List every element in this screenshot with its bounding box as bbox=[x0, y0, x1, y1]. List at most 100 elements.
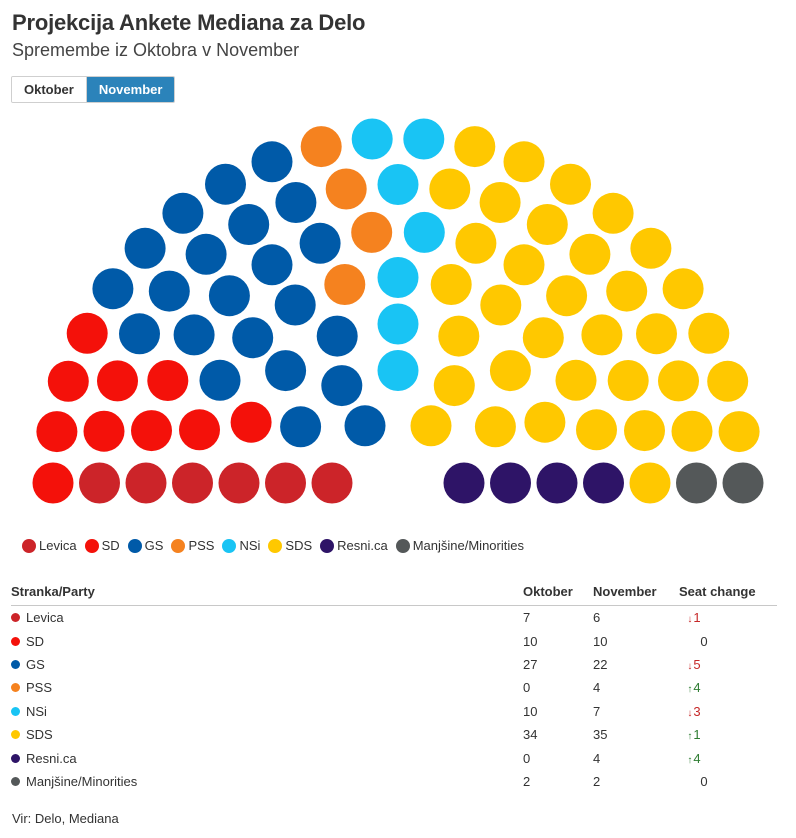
party-name: Levica bbox=[26, 610, 64, 626]
party-cell: NSi bbox=[11, 700, 523, 723]
november-seats: 10 bbox=[593, 633, 608, 649]
party-color-dot bbox=[11, 636, 20, 646]
seat-change: ↓3 bbox=[679, 700, 777, 723]
november-seats: 7 bbox=[593, 703, 601, 719]
legend: Levica SD GS PSS NSi SDS Resni.ca Manjšine/Mino… bbox=[22, 538, 532, 553]
seat-gs bbox=[162, 192, 204, 234]
seat-sds bbox=[522, 317, 564, 359]
legend-label: Levica bbox=[39, 538, 77, 553]
november-seats: 2 bbox=[593, 773, 601, 789]
arrow-up-icon: ↑ bbox=[687, 731, 693, 743]
seat-sds bbox=[410, 405, 452, 447]
seat-sd bbox=[97, 360, 138, 402]
chart-subtitle: Spremembe iz Oktobra v November bbox=[12, 40, 300, 60]
oktober-seats: 2 bbox=[523, 773, 531, 789]
november-seats: 22 bbox=[593, 656, 608, 672]
party-cell: SDS bbox=[11, 723, 523, 746]
legend-swatch bbox=[22, 538, 36, 553]
legend-swatch bbox=[395, 538, 410, 553]
arrow-up-icon: ↑ bbox=[687, 754, 693, 766]
arrow-down-icon: ↓ bbox=[687, 707, 693, 719]
table-row: SD 10 10 0 bbox=[11, 629, 777, 652]
header-party: Stranka/Party bbox=[11, 582, 523, 606]
seat-sds bbox=[607, 360, 649, 401]
seat-sd bbox=[147, 360, 189, 401]
november-seats: 35 bbox=[593, 727, 608, 743]
party-cell: Resni.ca bbox=[11, 746, 523, 769]
seat-change: 0 bbox=[679, 770, 777, 793]
seat-pss bbox=[325, 168, 367, 210]
party-name: SD bbox=[26, 633, 45, 649]
seat-gs bbox=[148, 270, 190, 312]
party-name: PSS bbox=[26, 680, 53, 696]
seat-gs bbox=[173, 314, 215, 356]
legend-swatch bbox=[222, 538, 237, 553]
seat-sd bbox=[32, 462, 74, 504]
seat-levica bbox=[125, 462, 167, 504]
party-color-dot bbox=[11, 613, 20, 623]
seat-sds bbox=[606, 270, 648, 312]
table-row: PSS 0 4 ↑4 bbox=[11, 676, 777, 699]
legend-label: Manjšine/Minorities bbox=[412, 538, 524, 553]
seat-change: ↑4 bbox=[679, 676, 777, 699]
period-toggle: Oktober November bbox=[11, 76, 176, 103]
legend-item-sd: SD bbox=[84, 538, 120, 553]
seat-sds bbox=[662, 268, 704, 310]
legend-swatch bbox=[127, 538, 142, 553]
toggle-oktober-button[interactable]: Oktober bbox=[12, 77, 87, 102]
party-cell: Levica bbox=[11, 606, 523, 630]
seat-sds bbox=[718, 411, 760, 453]
seat-sds bbox=[636, 313, 677, 355]
seat-nsi bbox=[403, 118, 445, 160]
party-name: NSi bbox=[26, 703, 47, 719]
seat-sds bbox=[671, 410, 713, 452]
seat-change-value: 3 bbox=[693, 703, 701, 719]
seat-sd bbox=[66, 312, 108, 354]
seat-sds bbox=[474, 406, 516, 448]
seat-sds bbox=[503, 141, 545, 183]
seat-sds bbox=[550, 163, 591, 205]
party-color-dot bbox=[11, 776, 20, 786]
seat-pss bbox=[351, 211, 393, 253]
party-name: SDS bbox=[26, 727, 53, 743]
header-oktober: Oktober bbox=[523, 582, 593, 606]
seat-sds bbox=[555, 359, 597, 401]
seat-nsi bbox=[377, 350, 419, 391]
november-seats: 4 bbox=[593, 680, 601, 696]
seat-gs bbox=[265, 350, 307, 392]
seat-gs bbox=[274, 284, 316, 326]
seat-resni-ca bbox=[583, 462, 624, 504]
party-cell: Manjšine/Minorities bbox=[11, 770, 523, 793]
party-color-dot bbox=[11, 683, 20, 693]
oktober-seats: 10 bbox=[523, 703, 538, 719]
legend-label: NSi bbox=[239, 538, 261, 553]
legend-swatch bbox=[320, 538, 335, 553]
seat-gs bbox=[251, 141, 293, 183]
seat-gs bbox=[199, 359, 241, 401]
seat-pss bbox=[324, 264, 366, 305]
seat-gs bbox=[344, 405, 386, 447]
legend-item-pss: PSS bbox=[171, 538, 214, 553]
seat-sd bbox=[230, 401, 272, 443]
seat-gs bbox=[316, 315, 358, 357]
legend-item-levica: Levica bbox=[22, 538, 77, 553]
seat-change: ↑4 bbox=[679, 746, 777, 769]
seat-gs bbox=[208, 275, 250, 317]
seat-resni-ca bbox=[490, 462, 531, 504]
toggle-november-button[interactable]: November bbox=[86, 77, 175, 102]
seat-sds bbox=[430, 264, 472, 305]
seat-gs bbox=[275, 182, 317, 223]
seat-levica bbox=[218, 462, 260, 504]
seat-sds bbox=[455, 222, 497, 264]
table-row: NSi 10 7 ↓3 bbox=[11, 700, 777, 723]
seat-gs bbox=[185, 233, 227, 275]
seat-pss bbox=[300, 126, 342, 168]
seat-change: ↓1 bbox=[679, 606, 777, 630]
seat-sds bbox=[629, 462, 671, 504]
seat-sds bbox=[592, 192, 634, 234]
seat-manj-ine-minorities bbox=[676, 462, 717, 504]
legend-item-manj-ine-minorities: Manjšine/Minorities bbox=[395, 538, 524, 553]
table-row: Resni.ca 0 4 ↑4 bbox=[11, 746, 777, 769]
arrow-down-icon: ↓ bbox=[687, 614, 693, 626]
seat-levica bbox=[172, 462, 213, 504]
